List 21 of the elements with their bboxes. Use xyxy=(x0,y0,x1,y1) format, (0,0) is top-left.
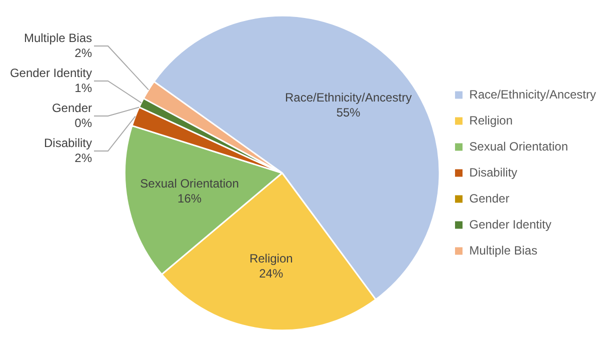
text: 0% xyxy=(74,116,92,130)
data-label: 2% xyxy=(74,150,92,165)
legend-label: Race/Ethnicity/Ancestry xyxy=(469,87,596,102)
legend-label: Sexual Orientation xyxy=(469,139,568,154)
data-label: 16% xyxy=(178,191,202,206)
data-label: 24% xyxy=(259,266,284,281)
data-label: 55% xyxy=(336,105,361,120)
data-label: 1% xyxy=(74,80,92,95)
legend-label: Gender xyxy=(469,191,510,206)
data-label: 2% xyxy=(74,46,92,60)
slice-label: Race/Ethnicity/Ancestry xyxy=(284,90,412,104)
slice-label: Religion xyxy=(249,252,293,266)
legend-label: Religion xyxy=(469,113,513,128)
slice-label: Gender Identity xyxy=(10,66,92,80)
legend-label: Disability xyxy=(469,165,518,180)
legend-label: Multiple Bias xyxy=(469,243,538,258)
slice-label: Disability xyxy=(44,136,92,150)
slice-label: Sexual Orientation xyxy=(140,176,239,190)
category-label: Gender xyxy=(52,100,92,115)
slice-label: Multiple Bias xyxy=(24,30,92,45)
legend-label: Gender Identity xyxy=(469,217,552,232)
